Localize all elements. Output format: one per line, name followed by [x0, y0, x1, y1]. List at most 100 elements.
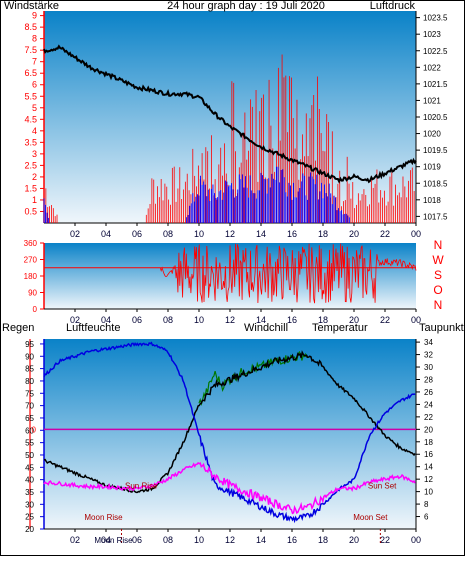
bottom-time-tick-label: 00	[411, 535, 421, 545]
humidity-tick-label: 95	[25, 340, 34, 349]
dewpoint-line	[43, 461, 416, 515]
bottom-time-tick-label: 18	[318, 535, 328, 545]
direction-tick-label: 90	[28, 289, 37, 298]
humidity-tick-label: 60	[25, 426, 34, 435]
wind-speed-tick-label: 8	[32, 34, 37, 44]
wind-speed-tick-label: 4.5	[24, 114, 37, 124]
temperature-tick-label: 12	[424, 475, 433, 484]
humidity-tick-label: 55	[25, 439, 34, 448]
pressure-tick-label: 1019	[423, 163, 441, 172]
top-time-tick-label: 08	[163, 229, 173, 239]
top-time-tick-label: 02	[70, 229, 80, 239]
pressure-tick-label: 1019.5	[423, 146, 448, 155]
wind-speed-tick-label: 1.5	[24, 183, 37, 193]
pressure-tick-label: 1020.5	[423, 113, 448, 122]
top-time-tick-label: 22	[380, 229, 390, 239]
bottom-time-tick-label: 06	[132, 535, 142, 545]
legend-dewpoint: Taupunkt	[419, 322, 464, 334]
legend-humidity: Luftfeuchte	[66, 322, 120, 334]
wind-speed-tick-label: 9	[32, 11, 37, 21]
legend-windchill: Windchill	[244, 322, 288, 334]
temperature-tick-label: 28	[424, 375, 433, 384]
humidity-tick-label: 25	[25, 513, 34, 522]
graph-title: 24 hour graph day : 19 Juli 2020	[167, 0, 325, 12]
top-time-tick-label: 12	[225, 229, 235, 239]
wind-speed-tick-label: 0.5	[24, 206, 37, 216]
wind-speed-tick-label: 3.5	[24, 137, 37, 147]
top-time-tick-label: 14	[256, 229, 266, 239]
humidity-tick-label: 35	[25, 488, 34, 497]
mid-time-tick-label: 20	[349, 315, 359, 325]
wind-speed-tick-label: 4	[32, 126, 37, 136]
humidity-tick-label: 85	[25, 365, 34, 374]
pressure-tick-label: 1021.5	[423, 80, 448, 89]
direction-tick-label: 270	[24, 256, 38, 265]
temperature-tick-label: 18	[424, 438, 433, 447]
wind-speed-title: Windstärke	[4, 0, 59, 12]
bottom-time-tick-label: 10	[194, 535, 204, 545]
humidity-tick-label: 70	[25, 402, 34, 411]
bottom-time-tick-label: 08	[163, 535, 173, 545]
pressure-tick-label: 1018.5	[423, 179, 448, 188]
wind-speed-tick-label: 5.5	[24, 91, 37, 101]
pressure-tick-label: 1018	[423, 196, 441, 205]
rain-zero-label: 0	[32, 425, 37, 434]
humidity-tick-label: 45	[25, 463, 34, 472]
temperature-tick-label: 6	[424, 513, 429, 522]
wind-speed-tick-label: 2.5	[24, 160, 37, 170]
pressure-tick-label: 1020	[423, 130, 441, 139]
wind-speed-tick-label: 3	[32, 149, 37, 159]
wind-speed-tick-label: 7.5	[24, 45, 37, 55]
legend-temperature: Temperatur	[312, 322, 368, 334]
wind-speed-tick-label: 2	[32, 172, 37, 182]
pressure-tick-label: 1021	[423, 96, 441, 105]
temperature-tick-label: 32	[424, 351, 433, 360]
humidity-tick-label: 30	[25, 500, 34, 509]
bottom-time-tick-label: 22	[380, 535, 390, 545]
mid-time-tick-label: 06	[132, 315, 142, 325]
sun-rise-label: Sun Rise	[125, 481, 158, 490]
legend-rain: Regen	[2, 322, 34, 334]
mid-time-tick-label: 16	[287, 315, 297, 325]
pressure-tick-label: 1023	[423, 30, 441, 39]
wind-speed-tick-label: 5	[32, 103, 37, 113]
humidity-tick-label: 20	[25, 525, 34, 534]
moon-set-label: Moon Set	[353, 513, 388, 522]
temperature-tick-label: 24	[424, 400, 433, 409]
humidity-tick-label: 75	[25, 389, 34, 398]
top-time-tick-label: 00	[411, 229, 421, 239]
temperature-tick-label: 30	[424, 363, 433, 372]
mid-time-tick-label: 08	[163, 315, 173, 325]
pressure-line	[43, 44, 417, 184]
top-time-tick-label: 04	[101, 229, 111, 239]
mid-time-tick-label: 14	[256, 315, 266, 325]
moon-rise-label: Moon Rise	[84, 513, 123, 522]
mid-time-tick-label: 00	[411, 315, 421, 325]
pressure-tick-label: 1023.5	[423, 14, 448, 23]
direction-tick-label: 360	[24, 239, 38, 248]
humidity-tick-label: 90	[25, 352, 34, 361]
humidity-line	[43, 341, 416, 524]
pressure-tick-label: 1017.5	[423, 212, 448, 221]
humidity-tick-label: 40	[25, 476, 34, 485]
wind-speed-tick-label: 6.5	[24, 68, 37, 78]
pressure-title: Luftdruck	[370, 0, 416, 12]
compass-letter: N	[434, 298, 443, 312]
bottom-time-tick-label: 14	[256, 535, 266, 545]
direction-tick-label: 0	[33, 305, 38, 314]
bottom-time-tick-label: 20	[349, 535, 359, 545]
mid-time-tick-label: 10	[194, 315, 204, 325]
wind-speed-tick-label: 8.5	[24, 22, 37, 32]
temperature-tick-label: 20	[424, 425, 433, 434]
top-time-tick-label: 20	[349, 229, 359, 239]
direction-tick-label: 180	[24, 272, 38, 281]
bottom-time-tick-label: 04	[101, 535, 111, 545]
top-time-tick-label: 18	[318, 229, 328, 239]
wind-speed-tick-label: 7	[32, 57, 37, 67]
sun-set-label: Sun Set	[368, 481, 397, 490]
compass-letter: W	[432, 253, 444, 267]
humidity-tick-label: 50	[25, 451, 34, 460]
moon-rise-axis-label: Moon Rise	[94, 536, 133, 545]
